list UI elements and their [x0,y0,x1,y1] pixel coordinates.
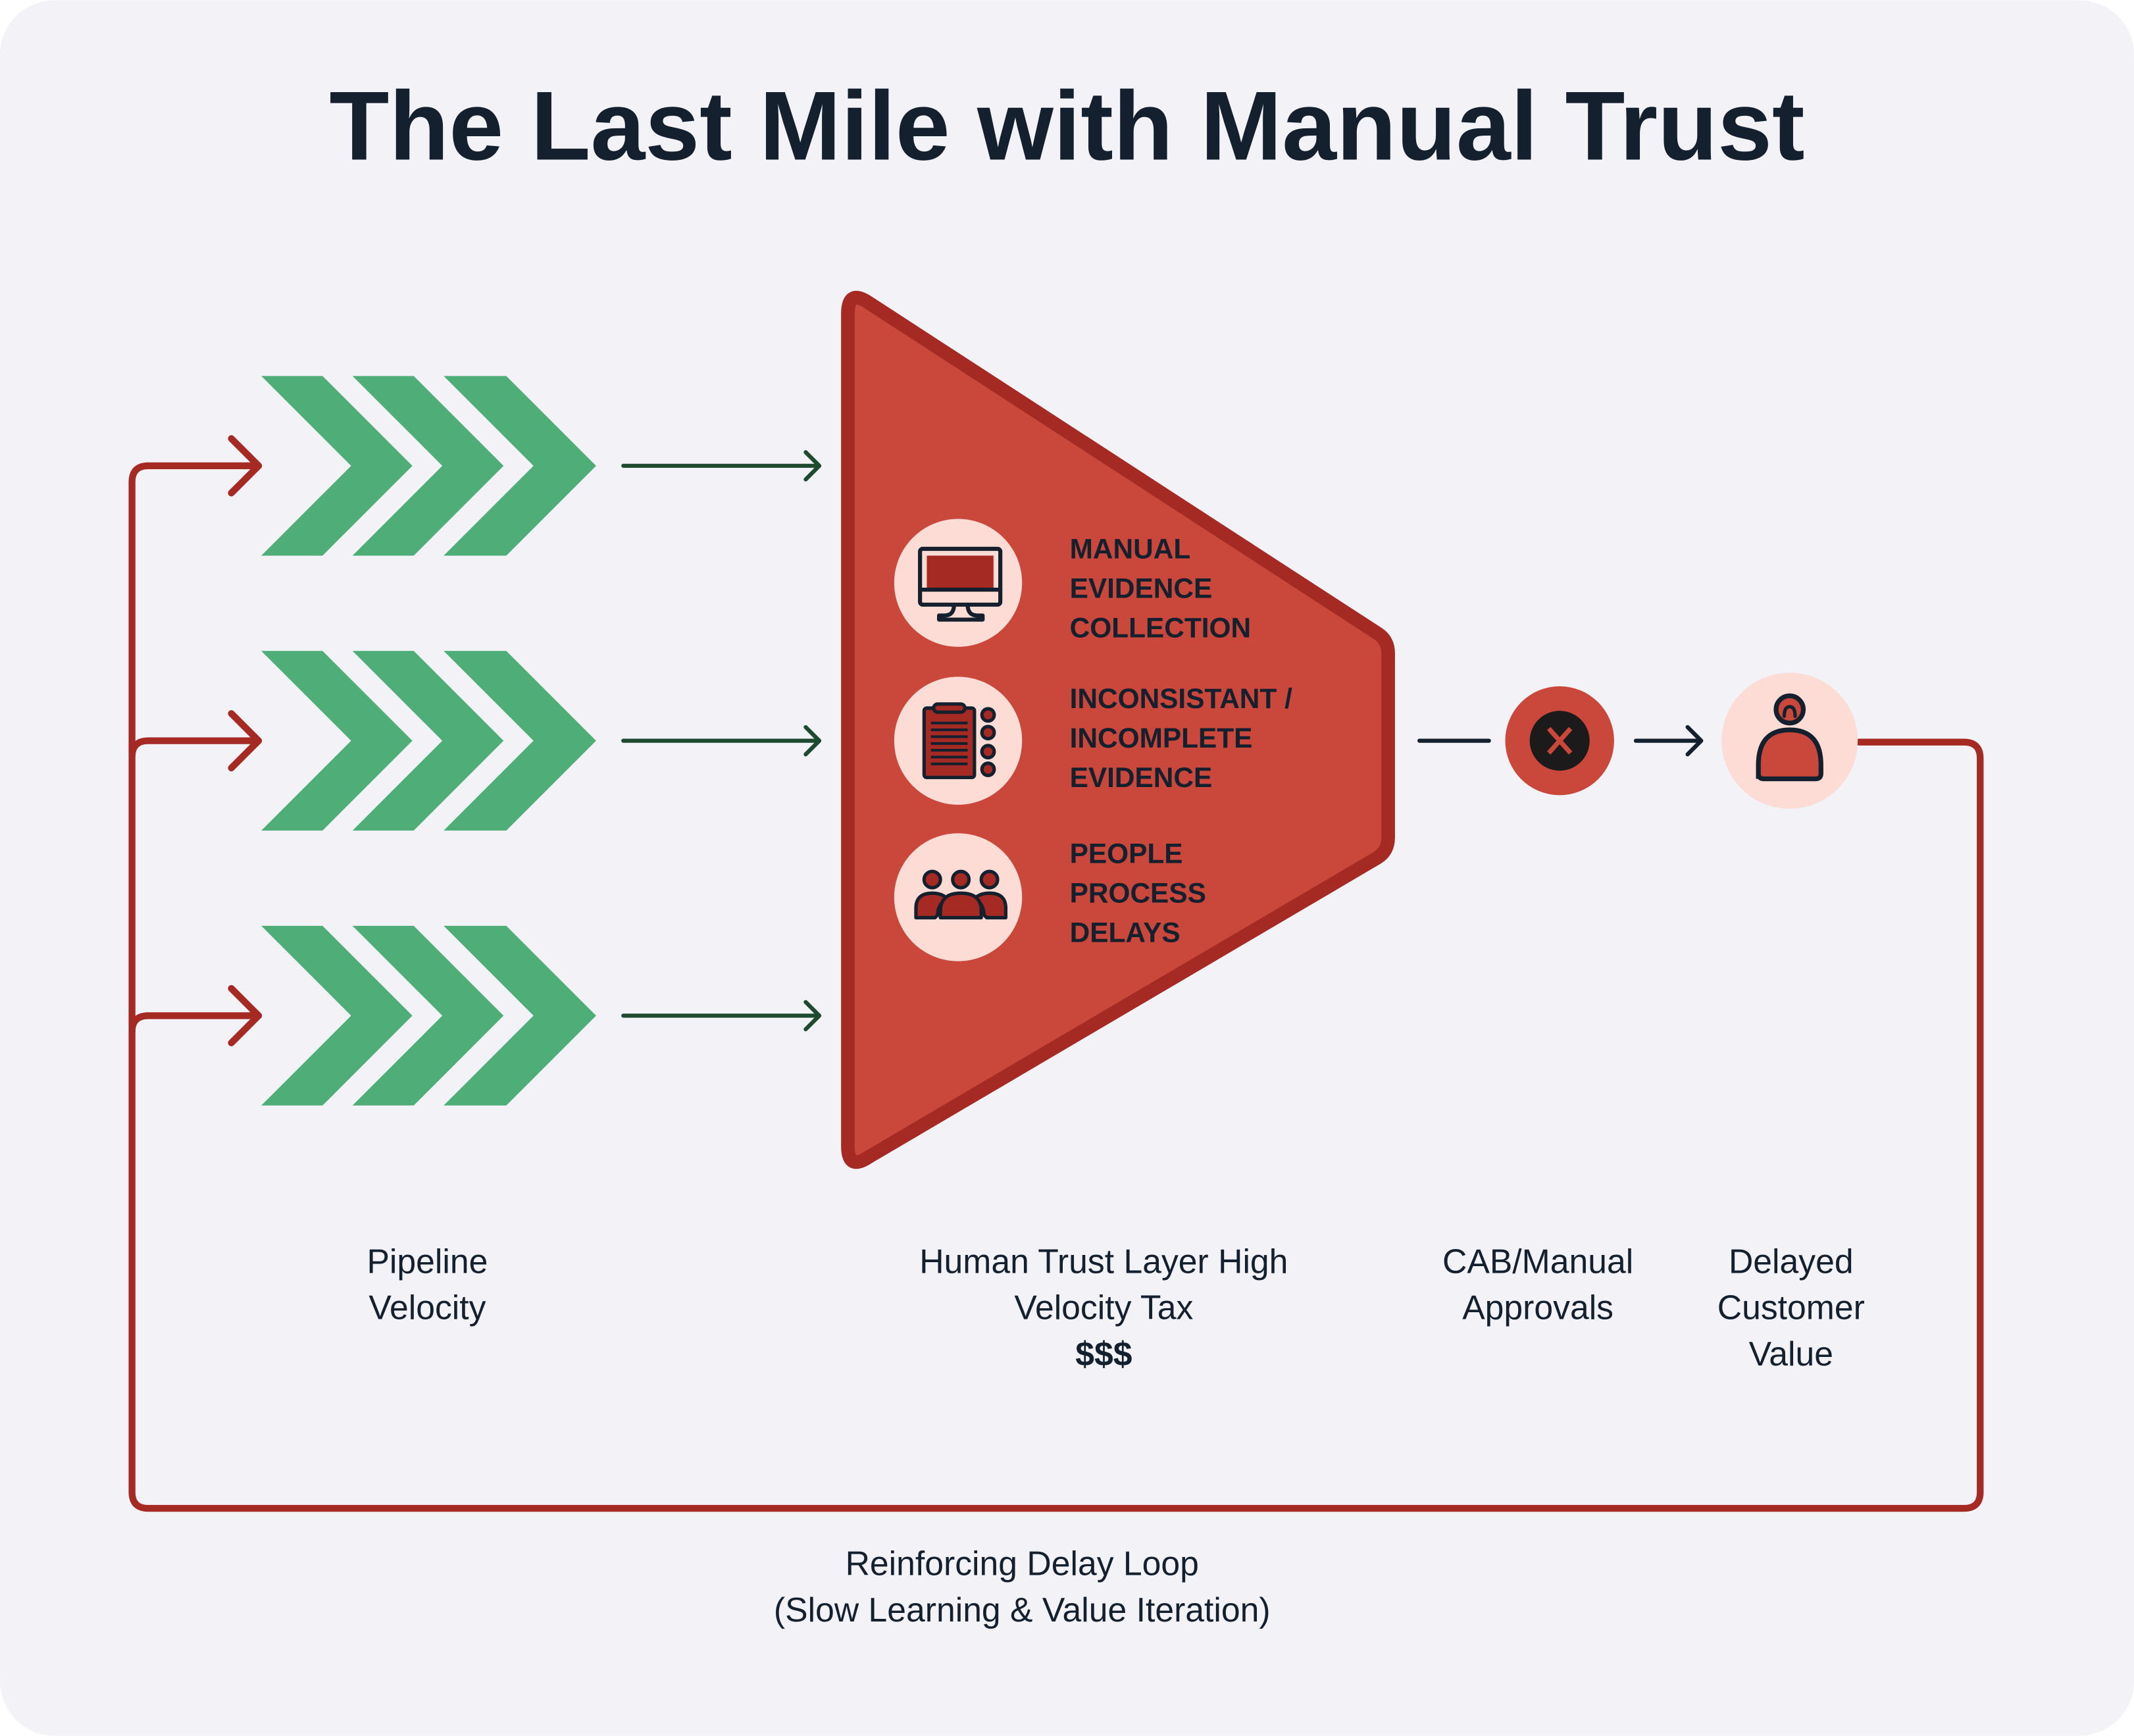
label-delayed-customer-value: Delayed Customer Value [1717,1242,1865,1373]
chevron-icon [352,651,504,831]
arrow-right-icon [621,450,822,482]
funnel-item-text: MANUAL EVIDENCE COLLECTION [1070,533,1251,643]
arrow-right-icon [621,725,822,757]
chevron-icon [261,651,413,831]
chevron-icon [352,376,504,556]
label-trust-layer: Human Trust Layer High Velocity Tax $$$ [919,1242,1288,1373]
arrow-right-icon [1633,725,1704,757]
funnel-item-2: INCONSISTANT / INCOMPLETE EVIDENCE [894,677,1292,805]
label-reinforcing-loop: Reinforcing Delay Loop (Slow Learning & V… [774,1544,1271,1628]
chevron-icon [352,925,504,1106]
chevron-row-1 [261,376,596,556]
chevron-icon [444,376,596,556]
loop-branch-3 [128,1012,263,1036]
loop-branch-2 [128,737,263,761]
sad-person-icon [1721,673,1858,809]
clipboard-checklist-icon [922,702,996,780]
label-pipeline-velocity: Pipeline Velocity [367,1242,488,1326]
loop-arrowhead-2 [228,710,263,772]
people-group-icon [914,869,1008,920]
funnel-item-1: MANUAL EVIDENCE COLLECTION [894,519,1251,647]
chevron-icon [444,651,596,831]
funnel-item-3: PEOPLE PROCESS DELAYS [894,833,1206,961]
flow-arrows [621,450,822,1032]
arrow-right-icon [621,1000,822,1032]
chevron-row-2 [261,651,596,831]
chevron-icon [444,925,596,1106]
monitor-icon [918,546,1003,622]
funnel-item-text: PEOPLE PROCESS DELAYS [1070,838,1206,948]
label-cab-approvals: CAB/Manual Approvals [1442,1242,1633,1326]
reinforcing-loop [128,435,1984,1512]
chevron-icon [261,376,413,556]
loop-arrowhead-1 [228,435,263,497]
x-circle-icon [1505,686,1614,796]
funnel-item-text: INCONSISTANT / INCOMPLETE EVIDENCE [1070,683,1292,793]
chevron-icon [261,925,413,1106]
pipeline-chevrons [261,376,596,1106]
page-title: The Last Mile with Manual Trust [329,70,1804,180]
loop-arrowhead-3 [228,984,263,1046]
chevron-row-3 [261,925,596,1106]
loop-path [128,462,1984,1512]
